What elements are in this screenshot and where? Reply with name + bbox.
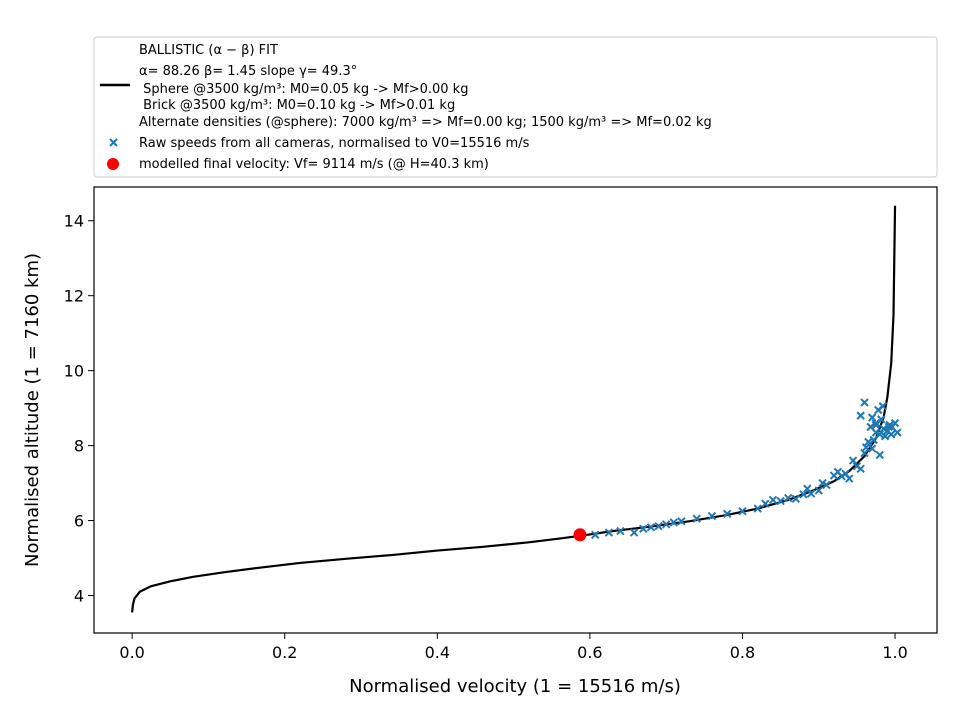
legend-raw-label: Raw speeds from all cameras, normalised … xyxy=(139,136,530,151)
raw-speed-point xyxy=(875,450,884,460)
y-tick-label: 4 xyxy=(74,587,84,606)
legend-final-marker xyxy=(107,158,119,170)
raw-speed-point xyxy=(661,520,671,529)
raw-speed-point xyxy=(871,418,881,428)
x-tick-label: 0.8 xyxy=(730,643,755,662)
raw-speed-point xyxy=(692,514,701,523)
raw-speed-point xyxy=(861,443,871,452)
final-velocity-point xyxy=(573,528,587,542)
raw-speed-point xyxy=(669,518,679,527)
raw-speed-point xyxy=(604,528,614,537)
y-tick-label: 8 xyxy=(74,437,84,456)
raw-speed-point xyxy=(856,411,865,420)
raw-speed-point xyxy=(707,511,717,521)
raw-speed-point xyxy=(722,509,732,519)
x-tick-label: 0.0 xyxy=(119,643,144,662)
x-axis: 0.0 0.2 0.4 0.6 0.8 1.0 xyxy=(119,633,908,662)
raw-speed-point xyxy=(864,437,873,447)
x-axis-label: Normalised velocity (1 = 15516 m/s) xyxy=(349,676,681,697)
legend-fit-line-4: Brick @3500 kg/m³: M0=0.10 kg -> Mf>0.01… xyxy=(139,98,455,113)
x-tick-label: 1.0 xyxy=(882,643,907,662)
x-tick-label: 0.2 xyxy=(272,643,297,662)
raw-speed-point xyxy=(890,418,900,428)
raw-speed-point xyxy=(871,428,881,437)
legend-raw-marker xyxy=(109,138,118,147)
y-tick-label: 14 xyxy=(64,212,84,231)
raw-speed-point xyxy=(768,495,778,505)
raw-speed-point xyxy=(860,448,869,458)
raw-speed-point xyxy=(880,432,890,441)
raw-speed-point xyxy=(591,530,600,540)
raw-speed-point xyxy=(629,528,639,537)
raw-speed-point xyxy=(845,474,854,483)
raw-speed-point xyxy=(848,456,858,465)
y-axis: 4 6 8 10 12 14 xyxy=(64,212,94,606)
raw-speed-point xyxy=(878,402,888,411)
legend-final-label: modelled final velocity: Vf= 9114 m/s (@… xyxy=(139,157,489,172)
plot-frame xyxy=(93,186,938,634)
raw-speed-point xyxy=(654,521,663,531)
raw-speed-point xyxy=(814,486,823,495)
raw-speed-point xyxy=(799,490,808,499)
raw-speed-point xyxy=(784,493,793,503)
plot-layer xyxy=(131,205,902,613)
raw-speed-point xyxy=(738,506,747,516)
y-axis-label: Normalised altitude (1 = 7160 km) xyxy=(22,253,43,567)
raw-speed-point xyxy=(867,413,877,422)
x-tick-label: 0.6 xyxy=(577,643,602,662)
raw-speed-point xyxy=(806,489,816,498)
legend: BALLISTIC (α − β) FIT α= 88.26 β= 1.45 s… xyxy=(93,36,938,178)
raw-speed-point xyxy=(867,444,877,453)
raw-speed-point xyxy=(884,422,894,432)
legend-fit-line-5: Alternate densities (@sphere): 7000 kg/m… xyxy=(139,115,712,130)
raw-speed-point xyxy=(776,496,785,506)
legend-fit-line-2: α= 88.26 β= 1.45 slope γ= 49.3° xyxy=(139,64,357,79)
raw-speed-point xyxy=(871,420,881,430)
raw-speed-point xyxy=(791,494,801,504)
raw-speed-point xyxy=(893,428,902,437)
raw-speed-point xyxy=(677,517,686,526)
raw-speed-point xyxy=(869,435,878,445)
raw-speed-point xyxy=(887,430,896,439)
legend-fit-line-1: BALLISTIC (α − β) FIT xyxy=(139,43,278,58)
x-tick-label: 0.4 xyxy=(425,643,450,662)
raw-speed-point xyxy=(646,523,656,532)
y-tick-label: 12 xyxy=(64,287,84,306)
raw-speed-point xyxy=(856,464,865,474)
raw-speed-point xyxy=(761,499,770,508)
raw-speed-point xyxy=(860,398,869,407)
raw-speed-point xyxy=(753,504,762,513)
legend-box xyxy=(93,36,938,178)
y-tick-label: 10 xyxy=(64,362,84,381)
y-tick-label: 6 xyxy=(74,512,84,531)
raw-speed-point xyxy=(639,524,648,534)
legend-fit-line-3: Sphere @3500 kg/m³: M0=0.05 kg -> Mf>0.0… xyxy=(139,82,468,97)
raw-speed-point xyxy=(616,526,625,536)
raw-speed-point xyxy=(822,480,831,490)
